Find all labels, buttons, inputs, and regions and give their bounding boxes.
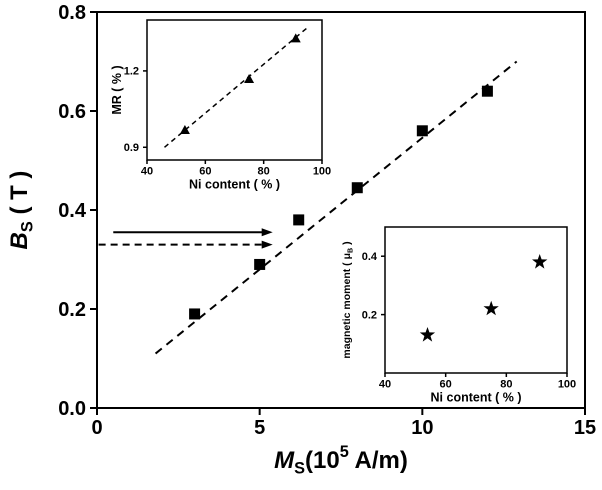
y-axis-label: MR ( % ) xyxy=(110,65,124,114)
x-tick-label: 60 xyxy=(199,165,211,177)
x-tick-label: 10 xyxy=(411,417,433,439)
data-point-square xyxy=(189,308,201,320)
y-tick-label: 0.4 xyxy=(58,200,87,222)
x-tick-label: 60 xyxy=(440,378,452,390)
y-tick-label: 0.9 xyxy=(124,142,139,154)
x-axis-label: Ni content ( % ) xyxy=(189,177,280,191)
data-point-triangle xyxy=(179,124,190,134)
plot-area xyxy=(385,227,567,373)
arrow-head xyxy=(261,228,273,237)
chart-inset_mr: 40 60 80 100 0.9 1.2 Ni content ( % ) MR ( % ) xyxy=(110,19,331,191)
x-tick-label: 100 xyxy=(313,165,331,177)
chart-inset_moment: 40 60 80 100 0.2 0.4 Ni content ( % ) magnetic … xyxy=(341,226,576,404)
plot-frame xyxy=(384,226,568,374)
x-axis-label: MS(105 A/m) xyxy=(274,443,408,477)
data-point-star xyxy=(419,327,436,342)
data-point-square xyxy=(293,214,305,226)
y-axis-label: BS ( T ) xyxy=(6,171,36,250)
data-point-triangle xyxy=(290,33,301,43)
x-tick-label: 100 xyxy=(558,378,576,390)
data-point-square xyxy=(351,182,363,194)
trend-line xyxy=(154,60,518,355)
x-tick-label: 80 xyxy=(258,165,270,177)
arrow-head xyxy=(261,240,273,249)
trend-line xyxy=(164,27,308,148)
x-tick-label: 15 xyxy=(574,417,596,439)
y-axis-label: magnetic moment ( μB ) xyxy=(341,241,354,358)
x-tick-label: 40 xyxy=(141,165,153,177)
y-tick-label: 0.2 xyxy=(362,309,377,321)
x-tick-label: 0 xyxy=(91,417,102,439)
x-tick-label: 40 xyxy=(379,378,391,390)
data-point-triangle xyxy=(244,74,255,84)
plot-frame xyxy=(146,19,323,161)
x-tick-label: 5 xyxy=(254,417,265,439)
data-point-square xyxy=(254,258,266,270)
x-axis-label: Ni content ( % ) xyxy=(431,390,522,404)
y-tick-label: 0.0 xyxy=(58,398,86,420)
y-tick-label: 0.2 xyxy=(58,299,86,321)
plot-area xyxy=(147,20,322,160)
data-point-star xyxy=(483,300,499,316)
y-tick-label: 0.8 xyxy=(58,2,86,24)
x-tick-label: 80 xyxy=(500,378,512,390)
data-point-star xyxy=(532,254,548,269)
y-tick-label: 0.4 xyxy=(362,251,378,263)
y-tick-label: 1.2 xyxy=(124,66,139,78)
y-tick-label: 0.6 xyxy=(58,101,86,123)
data-point-square xyxy=(481,85,493,97)
data-point-square xyxy=(416,125,428,137)
